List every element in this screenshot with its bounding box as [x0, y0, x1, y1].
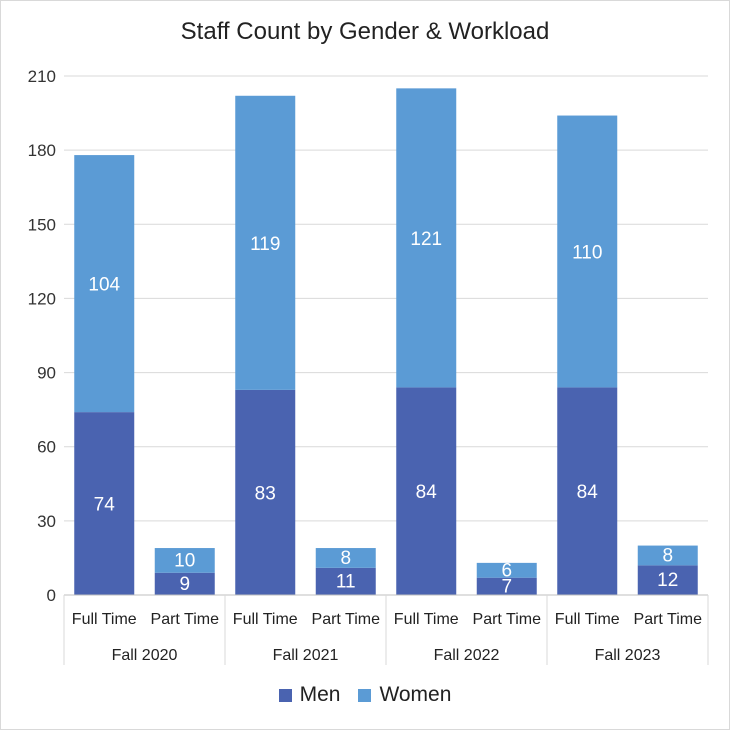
data-label: 74	[94, 495, 116, 516]
legend-label-women: Women	[379, 683, 452, 706]
x-group-label: Fall 2022	[434, 647, 500, 664]
bar-women	[235, 95, 296, 390]
legend: Men Women	[0, 683, 730, 707]
chart-title: Staff Count by Gender & Workload	[180, 18, 550, 45]
data-label: 7	[501, 576, 512, 597]
data-label: 84	[416, 482, 438, 503]
x-group-label: Fall 2023	[595, 647, 661, 664]
bar-women	[315, 548, 376, 568]
bar-men	[235, 389, 296, 595]
y-tick-label: 120	[28, 289, 56, 308]
bar-men	[74, 412, 135, 595]
y-tick-label: 30	[37, 512, 56, 531]
data-label: 10	[174, 550, 195, 571]
data-label: 11	[336, 571, 356, 592]
data-label: 83	[255, 483, 276, 504]
bar-men	[557, 387, 618, 595]
y-tick-label: 150	[28, 215, 56, 234]
x-tick-label: Full Time	[555, 611, 620, 628]
bar-women	[154, 548, 215, 573]
x-group-label: Fall 2020	[112, 647, 178, 664]
data-label: 121	[410, 229, 442, 250]
legend-swatch-men	[278, 688, 292, 702]
data-label: 9	[179, 574, 190, 595]
bar-women	[637, 545, 698, 566]
legend-label-men: Men	[299, 683, 341, 706]
data-label: 84	[577, 482, 599, 503]
legend-item-men: Men	[278, 683, 341, 707]
x-tick-label: Part Time	[634, 611, 703, 628]
bar-men	[154, 572, 215, 595]
data-label: 6	[501, 560, 512, 581]
data-label: 104	[88, 275, 120, 296]
bar-women	[74, 155, 135, 413]
x-tick-label: Full Time	[394, 611, 459, 628]
data-label: 119	[250, 234, 280, 255]
x-tick-label: Full Time	[233, 611, 298, 628]
y-tick-label: 90	[37, 364, 56, 383]
data-label: 12	[657, 570, 678, 591]
data-label: 8	[340, 548, 351, 569]
data-label: 8	[662, 545, 673, 566]
legend-item-women: Women	[358, 683, 451, 707]
y-tick-label: 180	[28, 141, 56, 160]
x-tick-label: Part Time	[151, 611, 220, 628]
bar-women	[476, 562, 537, 578]
bar-men	[315, 567, 376, 595]
data-label: 110	[572, 242, 602, 263]
x-tick-label: Part Time	[312, 611, 381, 628]
x-tick-label: Full Time	[72, 611, 137, 628]
bar-women	[557, 115, 618, 388]
legend-swatch-women	[358, 688, 372, 702]
x-group-label: Fall 2021	[273, 647, 339, 664]
bar-men	[476, 577, 537, 595]
y-tick-label: 60	[37, 438, 56, 457]
x-tick-label: Part Time	[473, 611, 542, 628]
bar-men	[396, 387, 457, 595]
bar-women	[396, 88, 457, 388]
y-tick-label: 210	[28, 67, 56, 86]
y-tick-label: 0	[47, 586, 56, 605]
bar-men	[637, 565, 698, 595]
